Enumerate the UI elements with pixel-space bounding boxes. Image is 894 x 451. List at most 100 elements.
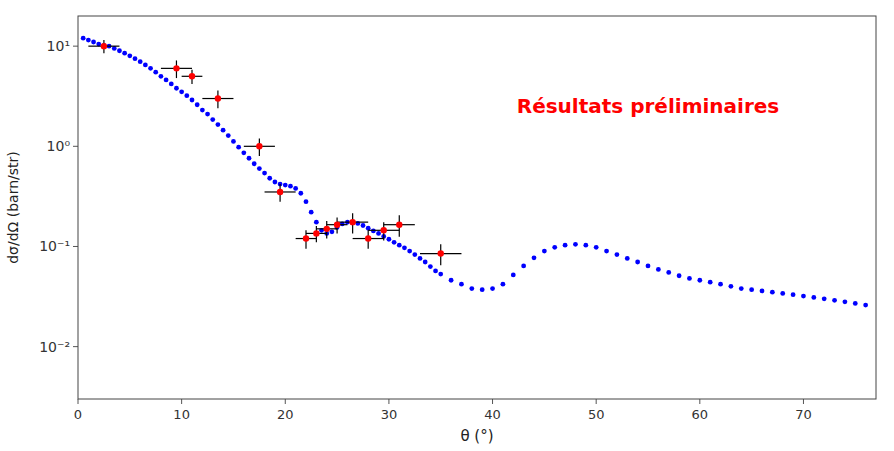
x-tick-label: 70 (795, 407, 812, 422)
series-0 (81, 36, 868, 308)
point (216, 122, 221, 127)
point (542, 249, 547, 254)
point (412, 252, 417, 257)
point (615, 252, 620, 257)
x-tick-label: 50 (588, 407, 605, 422)
x-tick-label: 60 (692, 407, 709, 422)
x-tick-label: 0 (74, 407, 82, 422)
y-tick-label: 10⁻² (39, 339, 70, 355)
point (780, 291, 785, 296)
point (127, 53, 132, 58)
point (277, 189, 283, 195)
point (189, 73, 195, 79)
point (511, 273, 516, 278)
x-tick (492, 399, 493, 404)
point (760, 289, 765, 294)
point (480, 287, 485, 292)
point (583, 243, 588, 248)
point (122, 51, 127, 56)
point (459, 282, 464, 287)
point (365, 235, 371, 241)
point (81, 36, 86, 41)
point (231, 139, 236, 144)
point (594, 245, 599, 250)
x-tick-label: 20 (277, 407, 294, 422)
point (656, 267, 661, 272)
point (205, 112, 210, 117)
point (397, 243, 402, 248)
point (402, 245, 407, 250)
point (418, 256, 423, 261)
point (552, 245, 557, 250)
point (247, 156, 252, 161)
point (387, 237, 392, 242)
y-tick (73, 246, 78, 247)
x-tick (181, 399, 182, 404)
x-tick (803, 399, 804, 404)
point (226, 133, 231, 138)
x-tick (285, 399, 286, 404)
point (324, 226, 330, 232)
x-tick-label: 40 (484, 407, 501, 422)
point (646, 263, 651, 268)
y-tick (73, 346, 78, 347)
point (314, 220, 319, 225)
y-tick-label: 10⁻¹ (39, 238, 70, 254)
point (843, 299, 848, 304)
point (361, 223, 366, 228)
point (469, 286, 474, 291)
point (392, 240, 397, 245)
x-tick (596, 399, 597, 404)
plot-frame (78, 16, 876, 399)
point (267, 176, 272, 181)
point (666, 270, 671, 275)
point (153, 70, 158, 75)
point (438, 250, 444, 256)
point (428, 264, 433, 269)
point (221, 128, 226, 133)
point (349, 219, 355, 225)
point (256, 143, 262, 149)
point (687, 276, 692, 281)
chart: 01020304050607010⁻²10⁻¹10⁰10¹θ (°)dσ/dΩ … (0, 0, 894, 451)
annotation: Résultats préliminaires (517, 94, 780, 118)
x-tick (78, 399, 79, 404)
point (718, 282, 723, 287)
point (210, 117, 215, 122)
point (164, 78, 169, 83)
point (179, 89, 184, 94)
x-tick-label: 10 (173, 407, 190, 422)
point (174, 86, 179, 91)
point (729, 284, 734, 289)
point (677, 273, 682, 278)
point (376, 231, 381, 236)
x-axis-label: θ (°) (460, 427, 493, 445)
point (148, 66, 153, 71)
point (190, 98, 195, 103)
point (184, 93, 189, 98)
point (257, 166, 262, 171)
point (159, 74, 164, 79)
point (381, 227, 387, 233)
point (853, 301, 858, 306)
point (604, 249, 609, 254)
point (293, 186, 298, 191)
point (241, 150, 246, 155)
point (117, 48, 122, 53)
point (433, 269, 438, 274)
series-1 (88, 40, 461, 265)
point (739, 286, 744, 291)
point (309, 210, 314, 215)
point (822, 296, 827, 301)
x-tick (699, 399, 700, 404)
point (195, 102, 200, 107)
point (625, 256, 630, 261)
y-tick-label: 10⁰ (47, 138, 71, 154)
point (283, 183, 288, 188)
point (330, 229, 335, 234)
point (133, 56, 138, 61)
point (371, 229, 376, 234)
point (697, 278, 702, 283)
point (573, 242, 578, 247)
point (521, 263, 526, 268)
